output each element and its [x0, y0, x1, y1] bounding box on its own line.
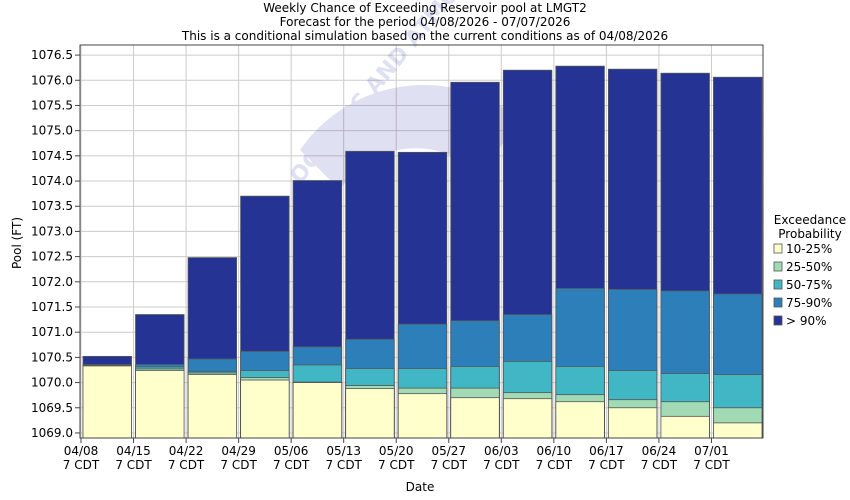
x-tick-time: 7 CDT [325, 458, 362, 472]
y-tick-label: 1076.5 [31, 48, 73, 62]
bar-segment-over-90 [607, 407, 658, 439]
legend-label: > 90% [786, 314, 827, 328]
x-tick-date: 05/20 [379, 444, 414, 458]
x-tick-time: 7 CDT [693, 458, 730, 472]
bar-segment-over-90 [345, 388, 395, 439]
y-tick-label: 1071.0 [31, 325, 73, 339]
x-tick-date: 04/29 [221, 444, 256, 458]
x-tick-time: 7 CDT [483, 458, 520, 472]
bar-segment-over-90 [660, 415, 710, 439]
bar-segment-over-90 [502, 398, 553, 439]
bar-segment-over-90 [240, 379, 290, 439]
x-tick-date: 06/24 [642, 444, 677, 458]
y-tick-label: 1069.5 [31, 401, 73, 415]
x-tick-date: 04/08 [64, 444, 99, 458]
legend-swatch [773, 261, 783, 272]
legend-swatch [773, 297, 783, 308]
bar-segment-over-90 [187, 374, 238, 439]
y-axis-label: Pool (FT) [10, 217, 24, 269]
y-tick-label: 1069.0 [31, 426, 73, 440]
legend-swatch [773, 315, 783, 326]
chart-subtitle-conditions: This is a conditional simulation based o… [181, 29, 668, 43]
x-tick-date: 05/27 [431, 444, 466, 458]
y-tick-label: 1076.0 [31, 73, 73, 87]
x-tick-time: 7 CDT [220, 458, 257, 472]
x-tick-time: 7 CDT [641, 458, 678, 472]
plot-frame [79, 44, 764, 439]
bar-segment-over-90 [397, 393, 448, 439]
x-tick-date: 07/01 [694, 444, 729, 458]
x-tick-time: 7 CDT [115, 458, 152, 472]
y-tick-label: 1074.5 [31, 149, 73, 163]
x-tick-time: 7 CDT [431, 458, 468, 472]
legend-swatch [773, 279, 783, 290]
bar-segment-over-90 [713, 422, 763, 439]
legend-label: 10-25% [786, 242, 832, 256]
y-tick-label: 1072.5 [31, 250, 73, 264]
x-tick-date: 04/22 [169, 444, 204, 458]
x-tick-date: 05/06 [274, 444, 309, 458]
legend-label: 75-90% [786, 296, 832, 310]
x-tick-date: 04/15 [116, 444, 151, 458]
y-tick-label: 1075.0 [31, 124, 73, 138]
x-tick-time: 7 CDT [168, 458, 205, 472]
x-tick-time: 7 CDT [588, 458, 625, 472]
legend-label: 25-50% [786, 260, 832, 274]
y-tick-label: 1073.5 [31, 199, 73, 213]
legend-swatch [773, 243, 783, 254]
bar-segment-over-90 [555, 401, 605, 439]
y-tick-label: 1071.5 [31, 300, 73, 314]
legend-title-line2: Probability [778, 227, 841, 241]
chart-title: Weekly Chance of Exceeding Reservoir poo… [263, 1, 587, 15]
x-tick-time: 7 CDT [536, 458, 573, 472]
legend-title-line1: Exceedance [774, 213, 846, 227]
y-axis: 1069.0 1069.5 1070.0 1070.5 1071.0 1071.5 1072… [31, 48, 80, 440]
y-tick-label: 1074.0 [31, 174, 73, 188]
x-tick-date: 05/13 [326, 444, 361, 458]
y-tick-label: 1073.0 [31, 224, 73, 238]
x-tick-date: 06/17 [589, 444, 624, 458]
x-tick-time: 7 CDT [378, 458, 415, 472]
y-tick-label: 1072.0 [31, 275, 73, 289]
x-tick-time: 7 CDT [63, 458, 100, 472]
x-axis-label: Date [406, 480, 435, 494]
x-tick-date: 06/10 [537, 444, 572, 458]
y-tick-label: 1075.5 [31, 98, 73, 112]
legend: Exceedance Probability 10-25% 25-50% 50-75… [773, 213, 846, 328]
x-tick-time: 7 CDT [273, 458, 310, 472]
legend-label: 50-75% [786, 278, 832, 292]
bar-segment-over-90 [135, 370, 185, 439]
y-tick-label: 1070.0 [31, 376, 73, 390]
bar-segment-over-90 [82, 365, 132, 439]
x-tick-date: 06/03 [484, 444, 519, 458]
bar-segment-over-90 [450, 397, 500, 439]
chart-subtitle-forecast: Forecast for the period 04/08/2026 - 07/… [280, 15, 571, 29]
y-tick-label: 1070.5 [31, 350, 73, 364]
bars-group [82, 65, 763, 439]
bar-segment-over-90 [292, 382, 343, 439]
